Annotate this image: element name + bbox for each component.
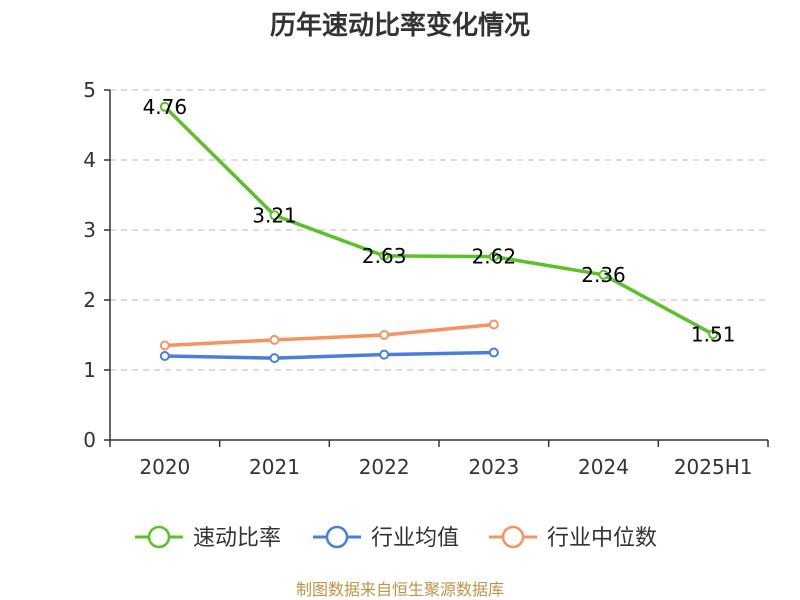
y-tick-label: 5 <box>83 78 96 102</box>
legend-swatch-marker <box>147 525 171 549</box>
data-label: 2.36 <box>581 263 626 287</box>
data-point <box>379 330 390 340</box>
data-label: 2.62 <box>472 245 517 269</box>
series-line-2 <box>164 322 494 348</box>
legend-swatch-marker <box>325 525 349 549</box>
data-point <box>488 347 499 358</box>
y-tick-label: 4 <box>83 148 96 172</box>
y-tick-label: 0 <box>83 428 96 452</box>
chart-title: 历年速动比率变化情况 <box>270 10 530 41</box>
data-point <box>159 351 170 361</box>
series-line-0 <box>163 105 715 336</box>
data-point <box>598 269 609 280</box>
data-point <box>269 210 280 221</box>
x-tick-label: 2021 <box>249 455 300 479</box>
legend-label: 速动比率 <box>193 526 281 551</box>
legend-item-0[interactable]: 速动比率 <box>135 525 281 551</box>
data-point <box>159 340 170 351</box>
y-tick-label: 2 <box>83 288 96 312</box>
y-tick-label: 1 <box>83 358 96 382</box>
data-label: 4.76 <box>143 95 188 119</box>
data-label: 3.21 <box>252 203 297 227</box>
series-line-1 <box>164 350 494 360</box>
legend-label: 行业中位数 <box>547 526 657 551</box>
legend[interactable]: 速动比率 行业均值 行业中位数 <box>135 525 657 551</box>
legend-item-1[interactable]: 行业均值 <box>313 525 459 551</box>
legend-label: 行业均值 <box>371 526 459 551</box>
data-point <box>269 334 280 345</box>
source-note: 制图数据来自恒生聚源数据库 <box>296 580 504 599</box>
data-labels: 4.76 3.21 2.63 2.62 2.36 1.51 <box>143 95 736 346</box>
y-axis: 0 1 2 3 4 5 <box>83 78 111 452</box>
data-point <box>379 250 390 261</box>
data-point <box>708 329 719 340</box>
data-label: 2.63 <box>362 244 407 268</box>
x-axis: 2020 2021 2022 2023 2024 2025H1 <box>109 439 769 479</box>
y-tick-label: 3 <box>83 218 96 242</box>
data-point <box>159 101 170 112</box>
x-tick-label: 2025H1 <box>674 455 753 479</box>
x-tick-label: 2024 <box>578 455 629 479</box>
x-tick-label: 2022 <box>359 455 410 479</box>
data-point <box>488 319 499 330</box>
data-point <box>269 353 280 364</box>
x-tick-label: 2023 <box>468 455 519 479</box>
data-point <box>379 349 390 360</box>
legend-swatch-marker <box>501 525 525 549</box>
series-layer <box>159 101 719 364</box>
legend-item-2[interactable]: 行业中位数 <box>489 525 657 551</box>
data-point <box>488 251 499 262</box>
x-tick-label: 2020 <box>139 455 190 479</box>
data-label: 1.51 <box>691 322 736 346</box>
